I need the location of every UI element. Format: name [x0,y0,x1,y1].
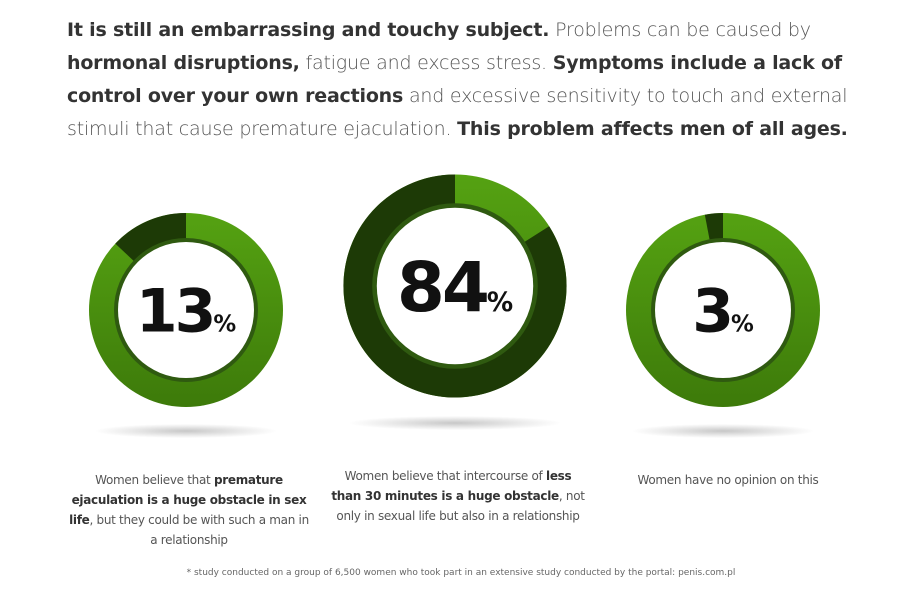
intro-bold-5: Symptoms include a lack of control over … [67,52,842,107]
donut-chart-3: 3% [626,213,820,407]
donut-center [118,242,254,378]
caption-part: less than 30 minutes is a huge obstacle [331,469,572,503]
caption-part: Women believe that [95,473,214,487]
donut-value-number: 13 [136,277,214,347]
donut-shadow-1 [96,424,276,438]
donut-chart-2: 84% [343,174,567,398]
intro-bold-1: It is still an embarrassing and touchy s… [67,19,550,41]
caption-1: Women believe that premature ejaculation… [64,470,314,550]
donut-value-label: 3% [692,277,754,347]
intro-bold-7: This problem affects men of all ages. [457,118,848,140]
intro-text-6: and excessive sensitivity to touch and e… [67,85,848,140]
intro-text-2: Problems can be caused by [549,19,811,41]
caption-part: , not only in sexual life but also in a … [336,489,585,523]
donut-center [376,207,534,365]
donut-center [655,242,791,378]
donut-value-unit: % [487,288,513,318]
intro-text-4: fatigue and excess stress. [299,52,553,74]
footnote: * study conducted on a group of 6,500 wo… [186,568,736,578]
donut-shadow-3 [633,424,813,438]
donut-value-number: 3 [692,277,731,347]
donut-value-unit: % [213,312,236,338]
donut-shadow-2 [350,416,560,430]
intro-bold-3: hormonal disruptions, [67,52,300,74]
donut-chart-1: 13% [89,213,283,407]
donut-value-number: 84 [397,248,487,328]
donut-value-label: 84% [397,248,513,328]
caption-3: Women have no opinion on this [623,470,833,490]
caption-part: premature ejaculation is a huge obstacle… [69,473,307,527]
caption-part: , but they could be with such a man in a… [89,513,309,547]
caption-part: Women have no opinion on this [637,473,819,487]
caption-2: Women believe that intercourse of less t… [330,466,586,526]
donut-value-unit: % [731,312,754,338]
intro-paragraph: It is still an embarrassing and touchy s… [67,14,857,146]
donut-value-label: 13% [136,277,237,347]
caption-part: Women believe that intercourse of [344,469,546,483]
